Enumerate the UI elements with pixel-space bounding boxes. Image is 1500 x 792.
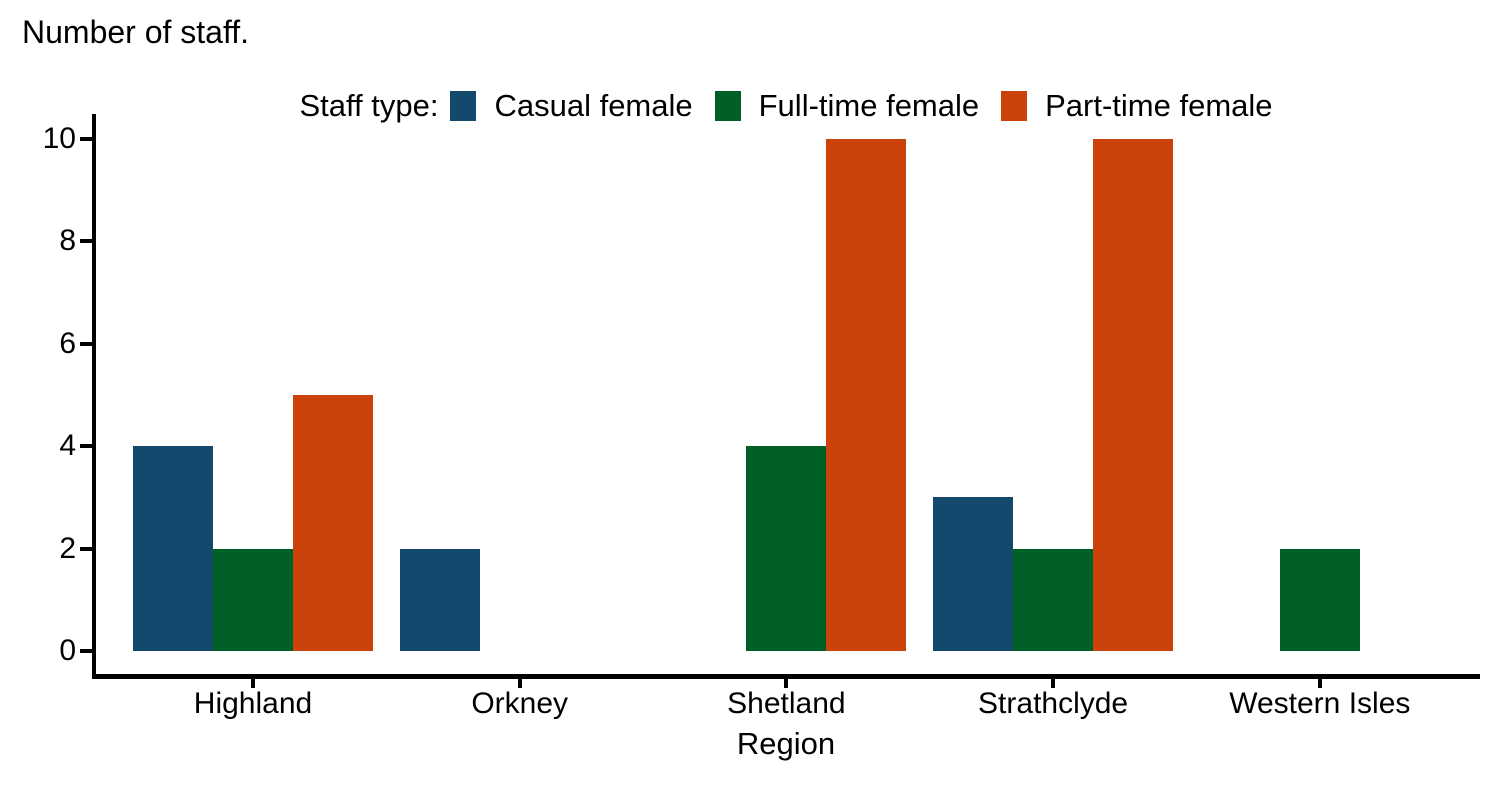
bar-shetland-full-time-female bbox=[746, 446, 827, 651]
legend-swatch-icon bbox=[714, 91, 741, 121]
bar-strathclyde-full-time-female bbox=[1013, 548, 1094, 651]
legend-title: Staff type: bbox=[299, 88, 439, 123]
y-tick bbox=[80, 444, 92, 449]
y-tick bbox=[80, 137, 92, 141]
x-tick-label: Shetland bbox=[727, 687, 846, 720]
legend-item-2: Full-time female bbox=[714, 88, 980, 124]
bar-western-isles-full-time-female bbox=[1279, 548, 1360, 651]
legend-swatch-icon bbox=[1001, 91, 1028, 121]
x-tick bbox=[1317, 679, 1322, 688]
x-tick bbox=[784, 679, 789, 688]
y-tick bbox=[80, 649, 92, 653]
bar-strathclyde-casual-female bbox=[933, 497, 1014, 651]
bar-orkney-casual-female bbox=[399, 548, 480, 651]
bar-highland-full-time-female bbox=[213, 548, 293, 651]
y-tick bbox=[80, 546, 92, 551]
x-tick-label: Western Isles bbox=[1229, 687, 1411, 720]
legend-item-1: Casual female bbox=[450, 88, 693, 124]
y-tick-label: 6 bbox=[59, 326, 76, 360]
x-tick-label: Strathclyde bbox=[978, 687, 1129, 720]
y-axis-line bbox=[92, 114, 96, 679]
y-tick bbox=[80, 239, 92, 244]
bar-shetland-part-time-female bbox=[826, 139, 907, 651]
legend-label: Part-time female bbox=[1045, 88, 1273, 123]
legend-label: Casual female bbox=[494, 88, 693, 123]
x-tick bbox=[1051, 679, 1056, 688]
y-tick bbox=[80, 341, 92, 346]
legend-item-3: Part-time female bbox=[1001, 88, 1273, 124]
bar-highland-casual-female bbox=[133, 446, 213, 651]
y-tick-label: 10 bbox=[42, 122, 76, 155]
chart-title: Number of staff. bbox=[22, 14, 250, 50]
x-tick bbox=[517, 679, 522, 688]
x-axis-title: Region bbox=[736, 726, 836, 761]
bar-strathclyde-part-time-female bbox=[1093, 139, 1174, 651]
x-tick-label: Highland bbox=[193, 687, 313, 720]
x-axis-line bbox=[92, 674, 1480, 679]
y-tick-label: 4 bbox=[59, 429, 76, 463]
bar-highland-part-time-female bbox=[293, 395, 373, 651]
legend: Staff type: Casual female Full-time femal… bbox=[92, 88, 1480, 124]
x-tick-label: Orkney bbox=[471, 687, 569, 720]
y-tick-label: 2 bbox=[59, 531, 76, 565]
y-tick-label: 8 bbox=[59, 224, 76, 258]
legend-label: Full-time female bbox=[758, 88, 980, 123]
y-tick-label: 0 bbox=[59, 634, 76, 667]
x-tick bbox=[251, 679, 255, 688]
legend-swatch-icon bbox=[450, 91, 477, 121]
